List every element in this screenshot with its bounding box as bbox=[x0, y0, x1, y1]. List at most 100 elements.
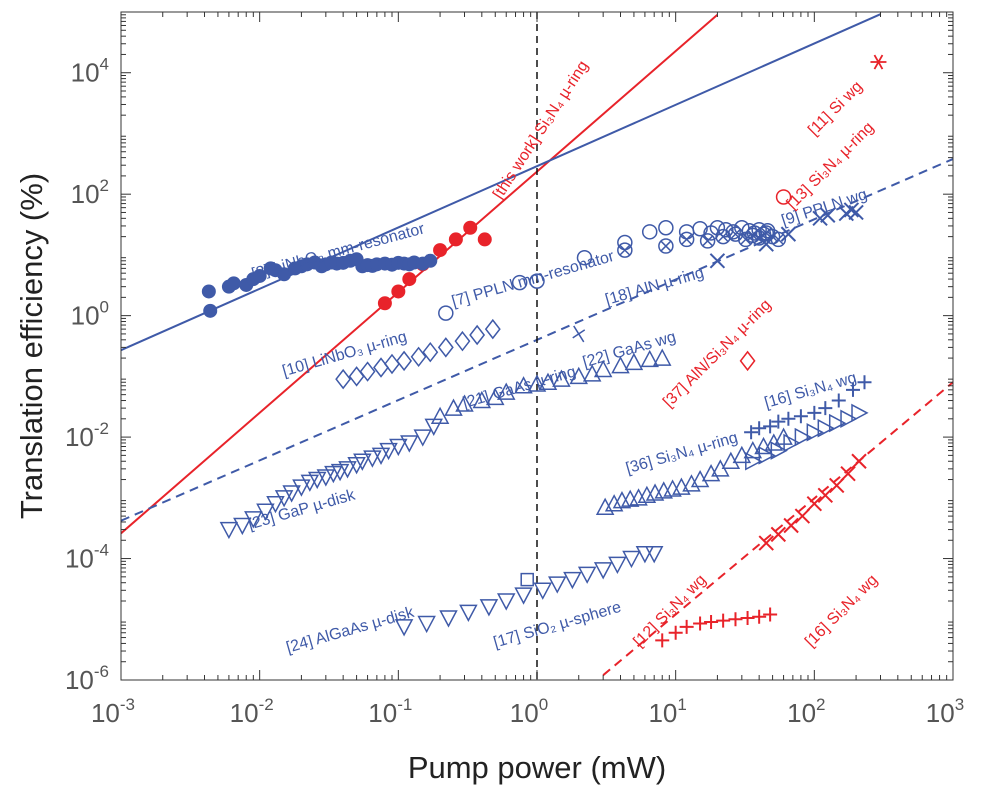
series-4 bbox=[709, 202, 864, 269]
data-point-s11-17 bbox=[371, 447, 391, 465]
data-point-s15-8 bbox=[548, 576, 567, 594]
data-point-s13-9 bbox=[851, 403, 869, 423]
data-point-s17-7 bbox=[740, 610, 755, 625]
data-point-s12-1 bbox=[604, 494, 624, 512]
data-point-s9-0 bbox=[572, 325, 586, 343]
data-point-s12-4 bbox=[629, 488, 648, 506]
annotation-9: [21] GaAs µ-ring bbox=[461, 363, 578, 412]
data-point-s11-21 bbox=[413, 429, 433, 447]
data-point-s15-12 bbox=[608, 556, 627, 575]
x-tick-label-5: 102 bbox=[787, 695, 825, 728]
data-point-s17-3 bbox=[693, 616, 708, 631]
data-point-s13-7 bbox=[828, 413, 847, 433]
data-point-s12-12 bbox=[701, 464, 721, 482]
data-point-s11-3 bbox=[256, 503, 275, 521]
y-tick-label-4: 102 bbox=[71, 176, 109, 209]
y-tick-exp: 0 bbox=[100, 298, 109, 317]
data-point-s1-6 bbox=[252, 268, 267, 283]
x-tick-label-1: 10-2 bbox=[230, 695, 274, 728]
data-point-s11-9 bbox=[307, 471, 327, 490]
data-point-s4-3 bbox=[812, 210, 828, 227]
data-point-s17-8 bbox=[752, 609, 767, 624]
data-point-s12-16 bbox=[743, 440, 763, 459]
series-7 bbox=[335, 318, 501, 390]
data-point-s13-6 bbox=[817, 418, 835, 438]
data-point-s15-6 bbox=[514, 587, 533, 605]
data-point-s11-11 bbox=[324, 465, 343, 484]
data-point-s0-1 bbox=[391, 284, 406, 299]
series-16 bbox=[520, 572, 534, 587]
data-point-s8-0 bbox=[739, 350, 756, 372]
data-point-s11-6 bbox=[282, 485, 301, 503]
data-point-s10-2 bbox=[455, 394, 474, 412]
fit-line-1 bbox=[121, 13, 881, 352]
data-point-s18-5 bbox=[817, 487, 834, 504]
data-point-s13-4 bbox=[794, 427, 812, 447]
data-point-s10-14 bbox=[624, 352, 644, 371]
data-point-s15-1 bbox=[417, 615, 436, 634]
data-point-s14-9 bbox=[845, 382, 860, 397]
data-point-s11-22 bbox=[424, 418, 443, 436]
annotation-11: [16] Si₃N₄ wg bbox=[763, 369, 859, 411]
annotation-3: [18] AlN µ-ring bbox=[603, 264, 705, 308]
x-axis-label: Pump power (mW) bbox=[408, 750, 666, 785]
data-point-s3-3-ring bbox=[699, 233, 716, 249]
y-axis-label: Translation efficiency (%) bbox=[14, 173, 49, 519]
data-point-s13-5 bbox=[806, 423, 824, 442]
annotation-15: [17] SiO₂ µ-sphere bbox=[492, 599, 624, 652]
data-point-s7-9 bbox=[454, 330, 471, 352]
y-tick-exp: 4 bbox=[100, 55, 109, 74]
data-point-s2-2 bbox=[529, 273, 545, 289]
data-point-s7-4 bbox=[384, 353, 400, 375]
x-tick-exp: 2 bbox=[816, 695, 825, 714]
y-tick-base: 10 bbox=[71, 58, 100, 88]
data-point-s18-2 bbox=[783, 517, 799, 534]
data-point-s1-9 bbox=[277, 267, 292, 282]
annotation-16: [12] Si₃N₄ wg bbox=[630, 571, 709, 650]
annotation-10: [37] AlN/Si₃N₄ µ-ring bbox=[660, 296, 775, 411]
data-point-s3-3 bbox=[699, 233, 716, 249]
y-tick-label-2: 10-2 bbox=[65, 419, 109, 452]
data-point-s3-11-cross bbox=[772, 233, 784, 245]
data-point-s18-7 bbox=[840, 465, 856, 482]
y-tick-base: 10 bbox=[65, 422, 94, 452]
data-point-s3-1 bbox=[658, 238, 674, 254]
data-point-s0-7 bbox=[477, 232, 492, 247]
data-point-s10-12 bbox=[593, 359, 613, 378]
x-tick-base: 10 bbox=[91, 698, 120, 728]
y-tick-label-1: 10-4 bbox=[65, 541, 109, 574]
data-point-s17-1 bbox=[668, 625, 683, 640]
series-6 bbox=[870, 54, 887, 70]
data-point-s1-1 bbox=[203, 303, 218, 318]
annotation-0: [8] LiNbO₃ mm-resonator bbox=[250, 220, 427, 283]
fit-line-0 bbox=[121, 14, 719, 535]
x-tick-exp: 0 bbox=[539, 695, 548, 714]
y-tick-base: 10 bbox=[71, 179, 100, 209]
data-point-s15-14 bbox=[635, 545, 655, 564]
y-tick-label-3: 100 bbox=[71, 298, 109, 331]
data-point-s10-16 bbox=[652, 348, 672, 366]
data-point-s18-0 bbox=[758, 535, 774, 551]
data-point-s14-5 bbox=[793, 409, 808, 424]
data-point-s12-10 bbox=[682, 474, 701, 492]
data-point-s10-6 bbox=[514, 376, 533, 394]
data-point-s15-0 bbox=[394, 619, 414, 637]
data-point-s14-3 bbox=[771, 414, 786, 429]
data-point-s17-9 bbox=[763, 607, 778, 622]
series-17 bbox=[655, 607, 778, 648]
data-point-s7-6 bbox=[410, 346, 427, 368]
data-point-s1-32 bbox=[423, 253, 438, 268]
data-point-s4-4 bbox=[820, 207, 836, 223]
x-tick-label-3: 100 bbox=[510, 695, 548, 728]
data-point-s15-9 bbox=[563, 571, 582, 590]
data-point-s15-4 bbox=[479, 599, 499, 617]
series-8 bbox=[739, 350, 756, 372]
data-point-s2-10 bbox=[709, 220, 726, 236]
annotation-14: [24] AlGaAs µ-disk bbox=[284, 604, 416, 657]
x-tick-label-4: 101 bbox=[648, 695, 686, 728]
data-point-s2-0 bbox=[438, 305, 454, 321]
data-point-s2-1 bbox=[511, 274, 528, 291]
data-point-s11-10 bbox=[316, 469, 336, 487]
data-point-s14-10 bbox=[857, 375, 872, 390]
data-point-s14-2 bbox=[763, 419, 778, 434]
